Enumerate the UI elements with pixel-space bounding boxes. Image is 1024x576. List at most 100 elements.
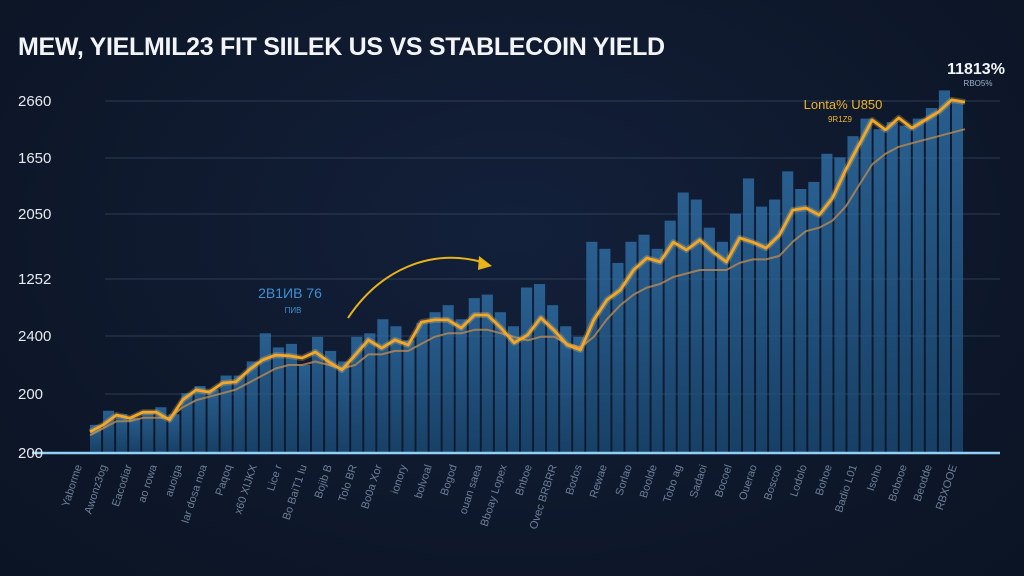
- x-tick-label: RBXOOE: [934, 463, 960, 511]
- x-tick-label: Tolo BR: [337, 463, 360, 503]
- bar: [651, 248, 663, 453]
- bar: [325, 350, 337, 453]
- x-tick-label: Sorlao: [614, 463, 635, 497]
- x-tick-label: Lice r: [265, 463, 285, 493]
- bar: [520, 287, 533, 453]
- bar: [899, 125, 911, 453]
- x-tick-label: Eacodiar: [110, 463, 135, 508]
- bar: [298, 365, 311, 453]
- bar: [873, 129, 885, 453]
- annotation-mid: 2B1ИB 76: [258, 285, 322, 301]
- bar: [912, 118, 924, 453]
- bar: [246, 361, 258, 453]
- bar: [116, 414, 128, 453]
- x-tick-label: Sadaoi: [688, 463, 710, 499]
- bar: [769, 199, 781, 453]
- x-tick-label: ionory: [389, 463, 410, 496]
- y-tick-label: 200: [18, 386, 43, 403]
- bar: [155, 407, 167, 453]
- x-tick-label: auoiga: [163, 462, 185, 498]
- bar: [795, 189, 807, 453]
- x-tick-label: Paqoq: [214, 463, 235, 497]
- bar: [429, 312, 441, 453]
- bar: [181, 393, 193, 453]
- x-tick-label: Bo0a Xor: [359, 463, 385, 511]
- bar: [586, 241, 598, 453]
- y-tick-label: 1650: [18, 150, 51, 167]
- x-tick-label: Bojib B: [313, 463, 335, 500]
- bar: [103, 410, 115, 453]
- x-tick-label: Ouerao: [737, 463, 760, 502]
- bar: [560, 326, 572, 453]
- x-tick-label: Awonz3og: [83, 463, 110, 515]
- bar: [729, 213, 742, 453]
- bar: [207, 389, 219, 453]
- bar: [612, 262, 624, 453]
- bar: [272, 347, 284, 453]
- bar: [481, 294, 493, 453]
- x-tick-label: Isoho: [865, 463, 885, 492]
- bar: [142, 410, 154, 453]
- bar: [194, 386, 206, 453]
- bar: [220, 375, 232, 453]
- bar: [860, 118, 872, 453]
- trend-arrowhead-icon: [478, 256, 492, 270]
- trend-arrow: [347, 256, 483, 319]
- x-tick-label: Bo BaiT1 Iu: [281, 463, 310, 521]
- bar: [416, 322, 428, 453]
- bar: [259, 333, 271, 453]
- y-tick-label: 2050: [18, 206, 51, 223]
- bar: [625, 241, 637, 453]
- x-tick-label: Bnboe: [514, 463, 535, 497]
- bar: [129, 417, 141, 453]
- x-tick-label: Badio L01: [833, 463, 860, 514]
- x-tick-label: Boscoo: [762, 463, 785, 502]
- x-tick-label: Bogod: [439, 463, 460, 497]
- bar: [285, 343, 297, 453]
- bar: [847, 136, 859, 453]
- bar: [599, 248, 611, 453]
- bar: [168, 414, 180, 453]
- x-tick-label: Bboay Lopex: [479, 463, 510, 528]
- bar: [664, 220, 676, 453]
- x-tick-label: Beodde: [912, 463, 935, 503]
- x-tick-label: Bocoel: [713, 463, 735, 499]
- series-line: [89, 128, 966, 437]
- annotation-peak-sub: 9R1Z9: [828, 115, 853, 124]
- x-tick-label: Bohoe: [814, 463, 835, 497]
- bar: [455, 319, 467, 453]
- bar: [925, 108, 937, 453]
- bar: [638, 234, 650, 453]
- bar: [507, 326, 520, 453]
- bar: [547, 305, 559, 453]
- bar: [351, 336, 363, 453]
- series-line: [89, 98, 966, 434]
- chart-title: MEW, YIELMIL23 FIT SIILEK US VS STABLECO…: [18, 33, 665, 61]
- bar: [886, 122, 898, 454]
- bar: [834, 157, 846, 453]
- x-tick-label: bolvoal: [413, 463, 435, 500]
- bar: [756, 206, 768, 453]
- x-tick-label: Tobo ag: [661, 463, 685, 504]
- x-tick-label: Lodolo: [788, 463, 810, 498]
- y-tick-label: 2660: [18, 93, 51, 110]
- x-tick-label: Bodos: [564, 463, 585, 497]
- annotation-mid-sub: ПИB: [285, 306, 302, 315]
- x-tick-label: Boolde: [638, 463, 660, 499]
- bar: [90, 424, 102, 453]
- x-tick-label: ouan saea: [458, 462, 486, 515]
- annotation-top-sub: RBO5%: [964, 79, 993, 88]
- bar: [808, 181, 820, 453]
- x-tick-label: ao rowa: [136, 462, 160, 504]
- x-tick-label: Rewae: [588, 463, 610, 499]
- y-tick-label: 1252: [18, 271, 51, 288]
- bar: [468, 298, 480, 453]
- bar: [338, 361, 350, 453]
- y-tick-label: 200: [18, 445, 43, 462]
- bar: [573, 336, 585, 453]
- annotation-top: 11813%: [947, 61, 1005, 78]
- bar: [742, 178, 755, 453]
- y-tick-label: 2400: [18, 328, 51, 345]
- x-tick-label: x60 XIJKX: [233, 463, 260, 516]
